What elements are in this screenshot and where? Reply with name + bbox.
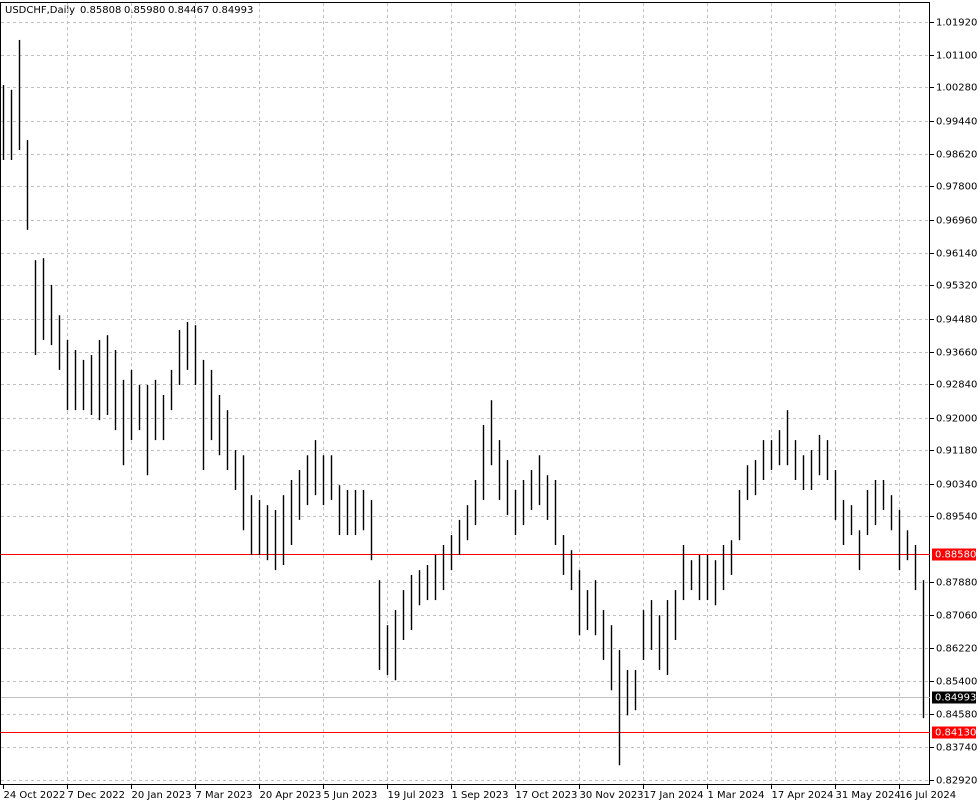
price-tag-label: 0.84130 [935, 728, 976, 739]
y-tick-label: 0.99440 [936, 117, 977, 128]
x-tick-label: 24 Oct 2022 [4, 790, 66, 801]
x-tick-label: 5 Jun 2023 [324, 790, 378, 801]
y-tick-label: 0.92000 [936, 414, 977, 425]
y-tick-label: 1.01100 [936, 51, 977, 62]
x-tick-label: 17 Apr 2024 [772, 790, 834, 801]
x-tick-label: 7 Dec 2022 [68, 790, 126, 801]
header-value: 0.85980 [124, 5, 165, 16]
x-tick-label: 1 Mar 2024 [708, 790, 765, 801]
y-tick-label: 0.98620 [936, 150, 977, 161]
y-tick-label: 0.97800 [936, 182, 977, 193]
x-tick-label: 17 Oct 2023 [516, 790, 578, 801]
x-tick-label: 7 Mar 2023 [196, 790, 253, 801]
x-tick-label: 31 May 2024 [836, 790, 901, 801]
header-value: 0.84467 [168, 5, 209, 16]
y-tick-label: 0.87060 [936, 611, 977, 622]
y-tick-label: 0.86220 [936, 644, 977, 655]
x-tick-label: 1 Sep 2023 [452, 790, 509, 801]
price-tag-label: 0.84993 [935, 693, 976, 704]
x-tick-label: 30 Nov 2023 [580, 790, 644, 801]
y-tick-label: 0.95320 [936, 281, 977, 292]
y-tick-label: 0.90340 [936, 480, 977, 491]
y-tick-label: 0.91180 [936, 446, 977, 457]
header-value: 0.85808 [80, 5, 121, 16]
chart-title: USDCHF,Daily [5, 5, 75, 16]
y-tick-label: 0.96960 [936, 216, 977, 227]
y-tick-label: 0.85400 [936, 677, 977, 688]
y-tick-label: 0.87880 [936, 578, 977, 589]
y-tick-label: 1.00280 [936, 83, 977, 94]
y-tick-label: 0.93660 [936, 348, 977, 359]
price-tag-label: 0.88580 [935, 550, 976, 561]
header-value: 0.84993 [212, 5, 253, 16]
x-tick-label: 20 Apr 2023 [260, 790, 322, 801]
x-tick-label: 19 Jul 2023 [388, 790, 445, 801]
price-tag [932, 726, 976, 739]
y-tick-label: 0.94480 [936, 315, 977, 326]
price-tag [932, 548, 976, 561]
x-tick-label: 17 Jan 2024 [644, 790, 704, 801]
y-tick-label: 0.96140 [936, 249, 977, 260]
y-tick-label: 1.01920 [936, 18, 977, 29]
y-tick-label: 0.83740 [936, 743, 977, 754]
y-tick-label: 0.92840 [936, 380, 977, 391]
x-tick-label: 20 Jan 2023 [132, 790, 192, 801]
y-tick-label: 0.84580 [936, 710, 977, 721]
x-tick-label: 16 Jul 2024 [900, 790, 957, 801]
price-tag [932, 691, 976, 704]
y-tick-label: 0.82920 [936, 776, 977, 787]
y-tick-label: 0.89540 [936, 512, 977, 523]
